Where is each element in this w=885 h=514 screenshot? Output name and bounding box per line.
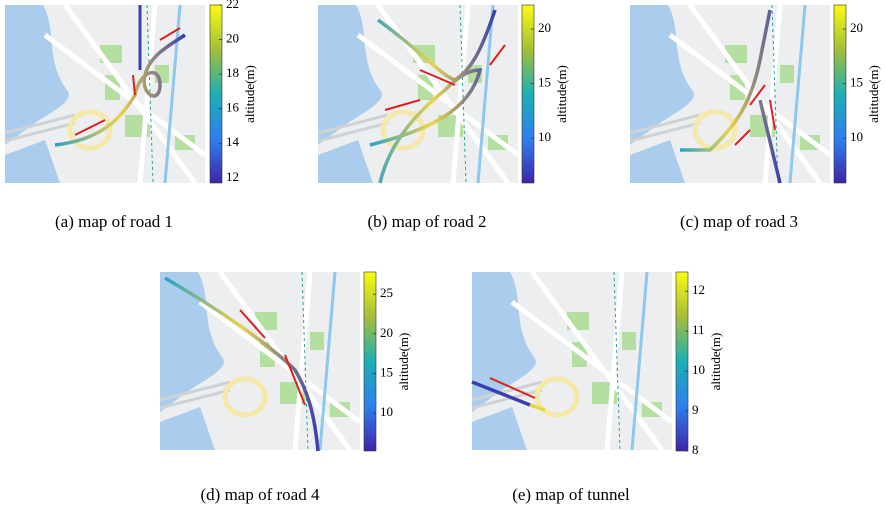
- colorbar-tick-label: 25: [380, 285, 393, 300]
- colorbar-tick-label: 15: [538, 75, 551, 90]
- colorbar: [210, 5, 222, 183]
- caption: (b) map of road 2: [368, 212, 487, 231]
- colorbar-label: altitude(m): [554, 65, 569, 123]
- colorbar-tick-label: 15: [850, 75, 863, 90]
- colorbar-tick-label: 10: [850, 129, 863, 144]
- colorbar-tick-label: 22: [226, 0, 239, 11]
- colorbar-tick-label: 11: [692, 322, 705, 337]
- colorbar-tick-label: 12: [226, 169, 239, 184]
- colorbar-label: altitude(m): [396, 333, 411, 391]
- colorbar-tick-label: 9: [692, 402, 699, 417]
- colorbar-tick-label: 20: [380, 325, 393, 340]
- colorbar-tick-label: 8: [692, 442, 699, 457]
- colorbar-tick-label: 20: [226, 31, 239, 46]
- caption: (c) map of road 3: [680, 212, 798, 231]
- colorbar-tick-label: 20: [538, 20, 551, 35]
- colorbar-tick-label: 10: [692, 362, 705, 377]
- caption: (a) map of road 1: [55, 212, 173, 231]
- colorbar: [676, 272, 688, 451]
- caption: (e) map of tunnel: [512, 485, 630, 504]
- colorbar-tick-label: 20: [850, 20, 863, 35]
- colorbar-tick-label: 14: [226, 134, 240, 149]
- caption: (d) map of road 4: [201, 485, 320, 504]
- colorbar: [834, 5, 846, 183]
- colorbar-tick-label: 12: [692, 282, 705, 297]
- colorbar-tick-label: 18: [226, 65, 239, 80]
- colorbar-label: altitude(m): [708, 333, 723, 391]
- colorbar: [522, 5, 534, 183]
- colorbar: [364, 272, 376, 451]
- colorbar-label: altitude(m): [866, 65, 881, 123]
- colorbar-tick-label: 10: [380, 404, 393, 419]
- colorbar-tick-label: 16: [226, 100, 240, 115]
- colorbar-tick-label: 15: [380, 364, 393, 379]
- figure: 12 14 16 18 20 22 altitude(m) (a) map of road 1…: [0, 0, 885, 509]
- colorbar-tick-label: 10: [538, 129, 551, 144]
- colorbar-label: altitude(m): [242, 65, 257, 123]
